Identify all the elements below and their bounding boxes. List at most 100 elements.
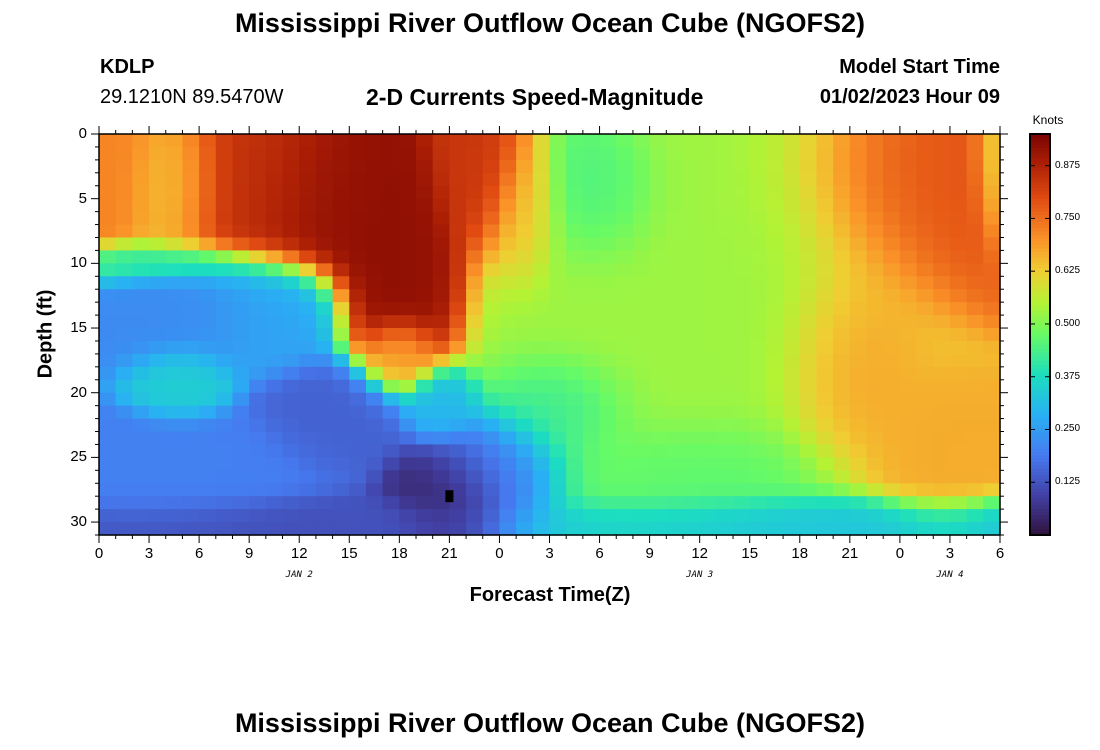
colorbar-segment: [1030, 524, 1050, 529]
heatmap-cell: [833, 418, 851, 433]
heatmap-cell: [682, 418, 701, 433]
heatmap-cell: [933, 457, 951, 471]
heatmap-cell: [215, 444, 234, 458]
heatmap-cell: [215, 470, 234, 484]
heatmap-cell: [983, 172, 1001, 187]
heatmap-cell: [666, 340, 684, 355]
heatmap-cell: [883, 353, 901, 368]
heatmap-cell: [466, 353, 484, 368]
heatmap-cell: [799, 392, 818, 407]
heatmap-cell: [282, 483, 300, 497]
heatmap-cell: [149, 431, 167, 446]
colorbar-segment: [1030, 217, 1050, 222]
heatmap-cell: [482, 172, 501, 187]
heatmap-cell: [616, 289, 634, 303]
heatmap-cell: [532, 146, 551, 161]
heatmap-cell: [349, 289, 367, 303]
heatmap-cell: [199, 496, 217, 510]
heatmap-cell: [966, 392, 984, 407]
heatmap-cell: [616, 405, 634, 420]
heatmap-cell: [99, 237, 117, 252]
heatmap-cell: [682, 185, 701, 200]
heatmap-cell: [99, 328, 117, 342]
heatmap-cell: [749, 134, 768, 148]
heatmap-cell: [499, 224, 517, 239]
heatmap-cell: [816, 340, 834, 355]
heatmap-cell: [249, 237, 267, 252]
heatmap-cell: [616, 431, 634, 446]
heatmap-cell: [883, 405, 901, 420]
colorbar-segment: [1030, 204, 1050, 209]
heatmap-cell: [699, 457, 717, 471]
heatmap-cell: [566, 379, 584, 394]
heatmap-cell: [649, 353, 667, 368]
x-tick-label: 6: [595, 545, 604, 562]
heatmap-cell: [315, 172, 334, 187]
heatmap-cell: [466, 276, 484, 290]
heatmap-cell: [432, 237, 450, 252]
heatmap-cell: [866, 172, 884, 187]
heatmap-cell: [849, 146, 868, 161]
heatmap-cell: [749, 263, 768, 277]
heatmap-cell: [416, 276, 434, 290]
heatmap-cell: [282, 340, 300, 355]
heatmap-cell: [349, 134, 367, 148]
colorbar-tick-label: 0.875: [1055, 159, 1081, 171]
heatmap-cell: [299, 328, 317, 342]
heatmap-cell: [599, 224, 617, 239]
heatmap-cell: [866, 237, 884, 252]
heatmap-cell: [549, 496, 567, 510]
heatmap-cell: [649, 134, 667, 148]
heatmap-cell: [632, 211, 651, 226]
heatmap-cell: [265, 302, 284, 316]
heatmap-cell: [733, 444, 751, 458]
heatmap-cell: [215, 302, 234, 316]
heatmap-cell: [966, 379, 984, 394]
heatmap-cell: [582, 134, 601, 148]
heatmap-cell: [165, 250, 184, 264]
heatmap-cell: [432, 146, 450, 161]
heatmap-cell: [949, 444, 968, 458]
heatmap-cell: [182, 509, 200, 523]
heatmap-cell: [466, 198, 484, 213]
heatmap-cell: [749, 289, 768, 303]
heatmap-cell: [566, 457, 584, 471]
heatmap-cell: [866, 418, 884, 433]
heatmap-cell: [99, 392, 117, 407]
heatmap-cell: [382, 237, 400, 252]
heatmap-cell: [749, 224, 768, 239]
heatmap-cell: [482, 328, 501, 342]
heatmap-cell: [182, 185, 200, 200]
heatmap-cell: [849, 198, 868, 213]
heatmap-cell: [616, 224, 634, 239]
x-tick-label: 3: [144, 545, 154, 562]
heatmap-cell: [949, 457, 968, 471]
heatmap-cell: [315, 263, 334, 277]
heatmap-cell: [432, 470, 450, 484]
heatmap-cell: [816, 366, 834, 381]
heatmap-cell: [599, 457, 617, 471]
heatmap-cell: [99, 315, 117, 329]
heatmap-cell: [315, 496, 334, 510]
heatmap-cell: [699, 315, 717, 329]
plot-title: Mississippi River Outflow Ocean Cube (NG…: [234, 8, 866, 38]
heatmap-cell: [916, 172, 934, 187]
heatmap-cell: [232, 276, 250, 290]
heatmap-cell: [849, 444, 868, 458]
heatmap-cell: [749, 353, 768, 368]
heatmap-cell: [232, 328, 250, 342]
heatmap-cell: [199, 263, 217, 277]
heatmap-cell: [949, 328, 968, 342]
heatmap-cell: [365, 263, 384, 277]
heatmap-cell: [499, 340, 517, 355]
heatmap-cell: [899, 211, 918, 226]
heatmap-cell: [966, 483, 984, 497]
heatmap-cell: [699, 328, 717, 342]
heatmap-cell: [649, 302, 667, 316]
heatmap-cell: [215, 224, 234, 239]
heatmap-cell: [199, 444, 217, 458]
heatmap-cell: [582, 263, 601, 277]
colorbar-segment: [1030, 351, 1050, 356]
heatmap-cell: [916, 470, 934, 484]
heatmap-cell: [549, 470, 567, 484]
